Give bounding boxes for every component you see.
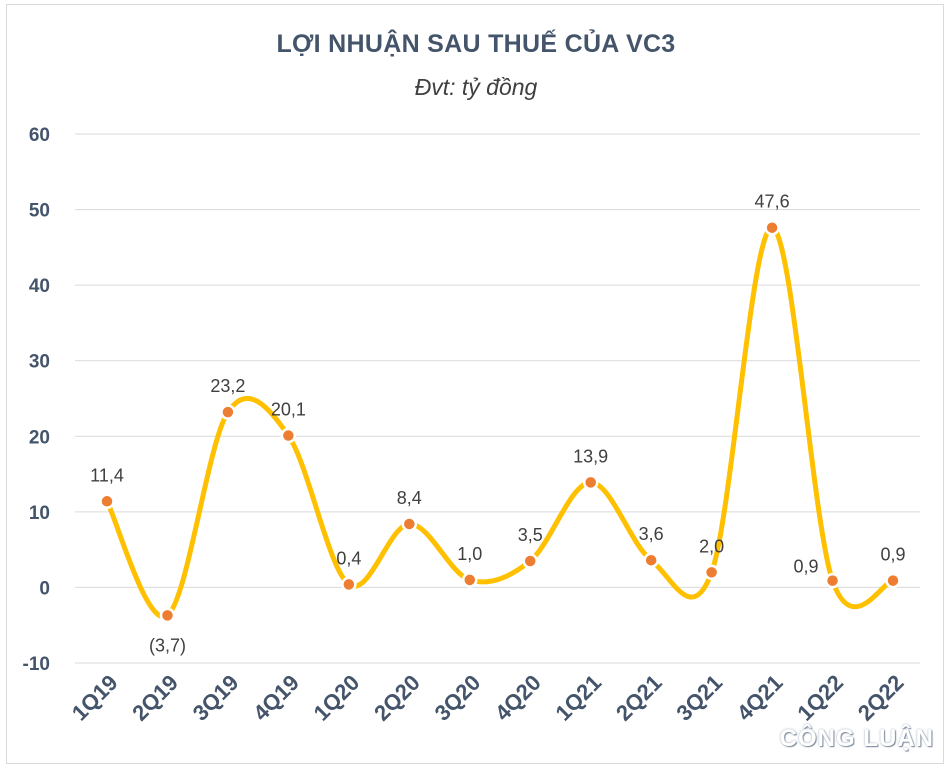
x-tick-label: 1Q19: [67, 670, 123, 726]
data-point-2q19: [159, 607, 176, 624]
data-point-1q21: [582, 474, 599, 491]
data-point-4q20: [522, 553, 538, 569]
data-point-3q21: [703, 564, 720, 581]
data-point-4q21: [764, 219, 780, 236]
y-tick-label: 50: [29, 201, 50, 222]
data-label: 13,9: [573, 446, 608, 466]
y-tick-label: 0: [39, 578, 50, 599]
y-tick-label: 40: [29, 276, 50, 297]
x-tick-label: 1Q22: [792, 670, 848, 726]
data-point-3q20: [462, 572, 478, 588]
data-point-2q20: [401, 516, 418, 532]
data-point-1q19: [99, 493, 115, 510]
x-tick-label: 3Q19: [188, 670, 244, 726]
data-point-2q22: [885, 572, 901, 589]
y-tick-label: 20: [29, 427, 50, 448]
data-label: 0,9: [794, 557, 819, 577]
data-point-1q22: [824, 572, 841, 589]
data-label: 8,4: [397, 488, 422, 508]
y-tick-label: 10: [29, 503, 50, 524]
chart-title: LỢI NHUẬN SAU THUẾ CỦA VC3: [276, 30, 676, 58]
chart-subtitle: Đvt: tỷ đồng: [414, 74, 538, 100]
x-tick-label: 4Q20: [490, 670, 546, 726]
x-tick-label: 1Q20: [309, 670, 365, 726]
data-point-1q20: [341, 576, 357, 593]
x-tick-label: 3Q21: [671, 670, 727, 726]
data-point-3q19: [220, 404, 236, 420]
data-label: 0,4: [336, 548, 361, 568]
data-label: 1,0: [457, 544, 482, 564]
data-label: 11,4: [90, 465, 124, 485]
data-label: 0,9: [880, 545, 905, 565]
y-tick-label: -10: [23, 654, 50, 675]
x-tick-label: 2Q19: [127, 670, 183, 726]
y-tick-label: 30: [29, 352, 50, 373]
data-label: 3,5: [518, 525, 543, 545]
watermark-logo: CÔNG LUẬN: [779, 725, 934, 752]
data-label: 20,1: [271, 400, 306, 420]
series-line: [104, 225, 896, 620]
x-tick-label: 2Q20: [369, 670, 425, 726]
x-tick-label: 1Q21: [550, 670, 606, 726]
x-tick-label: 3Q20: [430, 670, 486, 726]
data-label: 2,0: [699, 536, 724, 556]
data-label: 23,2: [210, 376, 245, 396]
data-label: 3,6: [639, 524, 664, 544]
x-tick-label: 2Q22: [853, 670, 909, 726]
x-tick-label: 4Q19: [248, 670, 304, 726]
x-tick-label: 4Q21: [732, 670, 788, 726]
data-label: (3,7): [149, 635, 186, 655]
data-label: 47,6: [755, 192, 790, 212]
chart-frame: [6, 4, 944, 764]
y-tick-label: 60: [29, 125, 50, 146]
data-point-4q19: [280, 427, 297, 444]
x-tick-label: 2Q21: [611, 670, 667, 726]
data-point-2q21: [643, 552, 659, 568]
